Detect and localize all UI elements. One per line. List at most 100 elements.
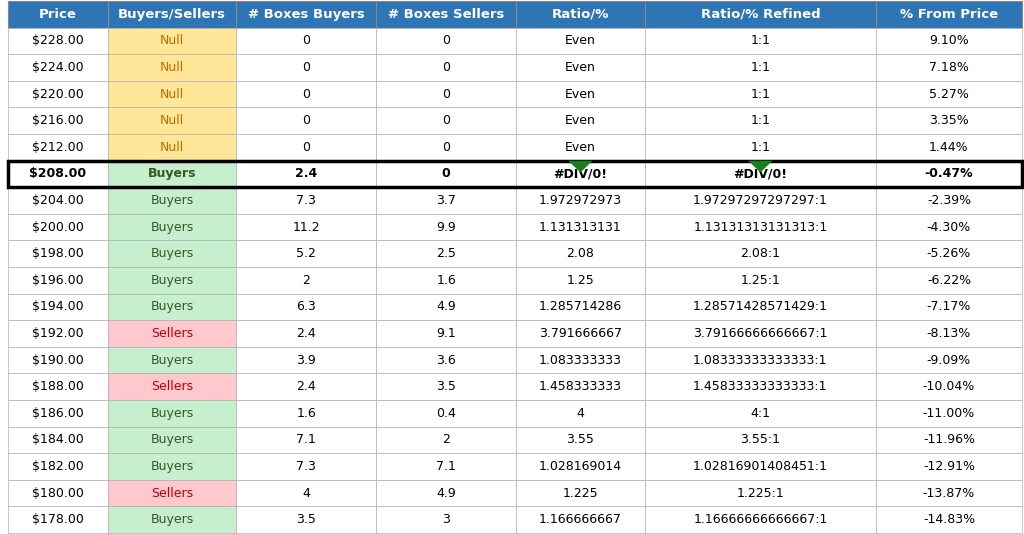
Bar (645, 427, 876, 453)
Bar (108, 373, 237, 400)
Bar (108, 81, 237, 107)
Bar (376, 81, 516, 107)
Bar (516, 294, 645, 320)
Text: Ratio/%: Ratio/% (552, 8, 609, 21)
Bar (237, 134, 376, 161)
Bar (876, 214, 1022, 240)
Text: 3.791666667: 3.791666667 (539, 327, 622, 340)
Bar (237, 400, 376, 427)
Bar (376, 161, 516, 187)
Bar (237, 320, 376, 347)
Text: 7.3: 7.3 (296, 194, 316, 207)
Bar (108, 187, 237, 214)
Text: Buyers: Buyers (151, 460, 194, 473)
Text: 11.2: 11.2 (293, 221, 321, 233)
Text: $178.00: $178.00 (32, 513, 84, 526)
Text: Sellers: Sellers (151, 486, 193, 499)
Text: Buyers/Sellers: Buyers/Sellers (118, 8, 226, 21)
Bar (516, 506, 645, 533)
Text: 2: 2 (302, 274, 310, 287)
Text: 7.18%: 7.18% (929, 61, 969, 74)
Bar (876, 267, 1022, 294)
Bar (516, 453, 645, 480)
Bar (108, 320, 237, 347)
Text: 1:1: 1:1 (751, 35, 770, 48)
Text: Null: Null (160, 35, 184, 48)
Text: 2.5: 2.5 (436, 247, 456, 260)
Text: -7.17%: -7.17% (927, 301, 971, 313)
Bar (516, 373, 645, 400)
Text: 1.25: 1.25 (566, 274, 594, 287)
Text: 0: 0 (442, 88, 451, 100)
Bar (8, 267, 108, 294)
Text: 7.1: 7.1 (296, 434, 316, 446)
Bar (516, 240, 645, 267)
Text: 4: 4 (577, 407, 585, 420)
Text: 1.97297297297297:1: 1.97297297297297:1 (693, 194, 827, 207)
Bar (645, 506, 876, 533)
Text: 3.55: 3.55 (566, 434, 594, 446)
Bar (876, 347, 1022, 373)
Text: -14.83%: -14.83% (923, 513, 975, 526)
Text: Null: Null (160, 141, 184, 154)
Bar (876, 161, 1022, 187)
Bar (237, 347, 376, 373)
Text: 3.35%: 3.35% (929, 114, 969, 127)
Bar (876, 81, 1022, 107)
Bar (376, 214, 516, 240)
Bar (8, 453, 108, 480)
Text: 0: 0 (302, 35, 310, 48)
Bar (516, 54, 645, 81)
Text: Buyers: Buyers (151, 513, 194, 526)
Bar (237, 427, 376, 453)
Text: 2: 2 (442, 434, 451, 446)
Bar (876, 453, 1022, 480)
Text: 1.083333333: 1.083333333 (539, 354, 622, 366)
Bar (645, 240, 876, 267)
Bar (645, 480, 876, 506)
Bar (237, 161, 376, 187)
Bar (108, 214, 237, 240)
Text: 0: 0 (302, 114, 310, 127)
Bar (8, 161, 108, 187)
Bar (516, 134, 645, 161)
Bar (237, 54, 376, 81)
Text: $228.00: $228.00 (32, 35, 84, 48)
Bar (876, 480, 1022, 506)
Bar (108, 54, 237, 81)
Bar (376, 453, 516, 480)
Bar (876, 1, 1022, 28)
Bar (108, 400, 237, 427)
Bar (8, 240, 108, 267)
Bar (645, 134, 876, 161)
Bar (876, 54, 1022, 81)
Bar (108, 267, 237, 294)
Text: -11.00%: -11.00% (923, 407, 975, 420)
Text: Buyers: Buyers (151, 221, 194, 233)
Bar (876, 107, 1022, 134)
Text: 0: 0 (442, 141, 451, 154)
Bar (8, 1, 108, 28)
Text: $208.00: $208.00 (30, 168, 86, 180)
Bar (876, 187, 1022, 214)
Text: Price: Price (39, 8, 77, 21)
Text: 1:1: 1:1 (751, 88, 770, 100)
Text: $192.00: $192.00 (32, 327, 84, 340)
Bar (237, 453, 376, 480)
Bar (645, 81, 876, 107)
Bar (376, 134, 516, 161)
Text: 1.02816901408451:1: 1.02816901408451:1 (693, 460, 827, 473)
Text: 1.08333333333333:1: 1.08333333333333:1 (693, 354, 827, 366)
Bar (108, 134, 237, 161)
Text: $182.00: $182.00 (32, 460, 84, 473)
Bar (645, 214, 876, 240)
Bar (645, 320, 876, 347)
Bar (8, 506, 108, 533)
Bar (645, 400, 876, 427)
Text: $186.00: $186.00 (32, 407, 84, 420)
Bar (376, 427, 516, 453)
Bar (645, 347, 876, 373)
Text: 0: 0 (442, 35, 451, 48)
Bar (108, 480, 237, 506)
Bar (376, 506, 516, 533)
